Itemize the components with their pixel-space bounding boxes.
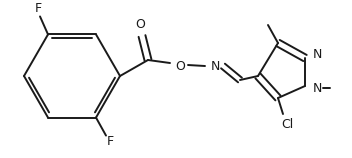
Text: F: F	[106, 135, 114, 148]
Text: N: N	[312, 82, 322, 94]
Text: Cl: Cl	[281, 118, 293, 131]
Text: O: O	[175, 60, 185, 73]
Text: F: F	[34, 2, 42, 15]
Text: O: O	[135, 18, 145, 30]
Text: N: N	[210, 60, 220, 73]
Text: N: N	[312, 48, 322, 61]
